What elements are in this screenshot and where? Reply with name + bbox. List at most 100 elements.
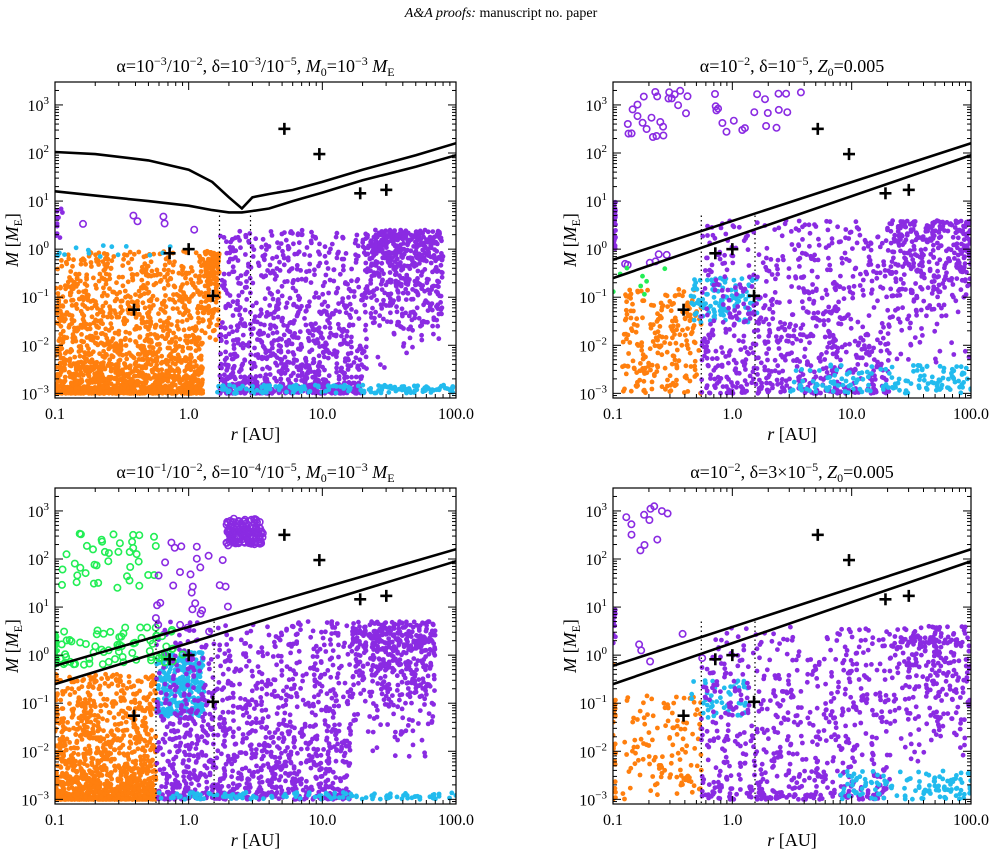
data-point-orange [652, 343, 658, 349]
data-point-orange [104, 252, 110, 257]
data-point-purple [912, 335, 918, 340]
data-point-purple [878, 340, 883, 346]
data-point-purple [436, 336, 442, 342]
data-point-purple [937, 289, 943, 295]
data-point-purple [243, 234, 249, 240]
data-point-cyan [147, 252, 153, 258]
data-point-orange [134, 272, 140, 277]
data-point-cyan [372, 390, 378, 396]
data-point-purple [818, 358, 823, 364]
data-point-orange [180, 348, 186, 354]
data-point-purple [793, 274, 798, 280]
data-point-purple [710, 332, 716, 338]
data-point-purple [277, 259, 282, 265]
data-point-orange [188, 360, 193, 365]
data-point-orange [677, 332, 683, 338]
data-point-orange [96, 373, 102, 379]
data-point-purple [389, 262, 395, 268]
data-point-purple [361, 293, 366, 299]
data-point-purple [228, 324, 234, 330]
data-point-orange [84, 272, 90, 278]
data-point-orange [100, 313, 106, 319]
data-point-purple [439, 274, 445, 280]
data-point-orange [173, 335, 179, 340]
data-point-purple [350, 322, 356, 328]
data-point-orange [641, 298, 647, 304]
data-point-orange [107, 286, 112, 292]
data-point-orange [76, 271, 82, 277]
data-point-cyan [227, 382, 232, 388]
data-point-purple [927, 266, 933, 272]
data-point-purple [380, 277, 385, 283]
data-point-orange [198, 299, 204, 305]
data-point-purple [850, 274, 856, 279]
data-point-orange [82, 281, 88, 287]
data-point-purple [218, 351, 224, 357]
data-point-orange [199, 390, 204, 396]
data-point-orange [73, 271, 79, 277]
data-point-purple [241, 323, 246, 328]
title-part: M [371, 56, 388, 76]
data-point-purple [838, 357, 843, 363]
data-point-cyan [688, 293, 694, 299]
data-point-purple [372, 315, 377, 321]
data-point-purple [349, 334, 354, 340]
data-point-orange [139, 343, 144, 349]
data-point-purple [848, 316, 854, 322]
data-point-purple [723, 231, 729, 237]
data-point-orange [88, 260, 94, 265]
data-point-purple [843, 227, 849, 232]
data-point-orange [103, 326, 109, 332]
data-point-orange [668, 388, 674, 394]
data-point-purple [935, 240, 940, 246]
data-point-purple [252, 364, 258, 369]
data-point-orange [134, 379, 140, 384]
data-point-orange [103, 281, 109, 287]
solar-system-planet [354, 187, 367, 200]
data-point-orange [78, 380, 84, 386]
data-point-purple [260, 366, 265, 372]
data-point-cyan [264, 383, 270, 389]
data-point-orange [187, 390, 193, 396]
data-point-orange [87, 322, 93, 327]
data-point-purple [887, 315, 893, 320]
data-point-orange [125, 260, 131, 266]
data-point-purple [317, 260, 323, 266]
data-point-orange [123, 343, 129, 348]
data-point-purple [925, 239, 931, 244]
data-point-purple [797, 264, 802, 269]
data-point-orange [659, 384, 665, 390]
data-point-orange [188, 315, 194, 321]
data-point-purple [958, 218, 964, 224]
data-point-purple [369, 273, 375, 279]
data-point-purple [377, 313, 383, 319]
data-point-orange [162, 262, 168, 268]
data-point-purple [920, 237, 926, 242]
data-point-purple [875, 234, 880, 240]
data-point-purple [258, 321, 264, 327]
data-point-purple [267, 372, 273, 377]
data-point-orange [112, 342, 118, 348]
data-point-purple [908, 342, 914, 348]
data-point-orange [157, 318, 163, 324]
data-point-orange [74, 306, 80, 311]
data-point-purple [747, 373, 753, 379]
data-point-purple [745, 247, 751, 253]
data-point-orange [692, 340, 698, 346]
data-point-purple [908, 320, 913, 326]
data-point-purple [764, 380, 769, 386]
data-point-orange [86, 352, 92, 358]
data-point-purple [430, 323, 435, 329]
data-point-purple [820, 311, 826, 317]
data-point-purple [796, 227, 802, 233]
data-point-orange [631, 308, 636, 314]
data-point-cyan [355, 383, 361, 389]
data-point-purple [261, 345, 267, 350]
data-point-purple [270, 296, 276, 302]
data-point-purple [917, 339, 923, 345]
data-point-purple [415, 276, 420, 281]
data-point-purple [327, 320, 332, 326]
data-point-purple [222, 282, 227, 287]
data-point-purple [885, 341, 891, 347]
data-point-orange [685, 303, 691, 309]
